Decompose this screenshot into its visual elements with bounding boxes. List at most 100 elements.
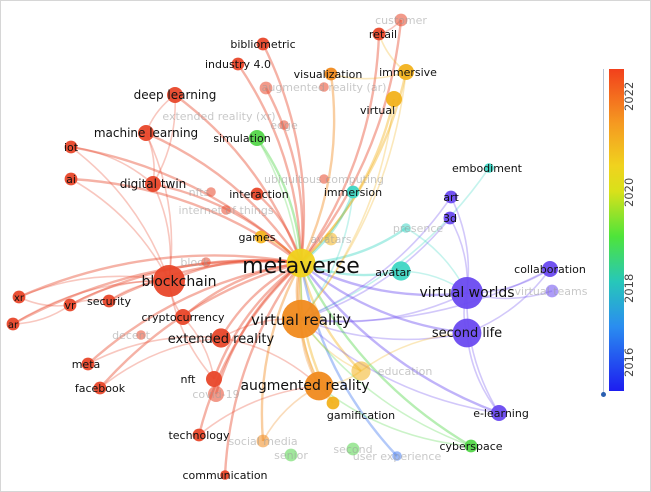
node-virtual-teams[interactable]	[545, 284, 559, 298]
label-covid-19[interactable]: covid-19	[192, 388, 239, 401]
label-3d[interactable]: 3d	[443, 212, 457, 225]
node-3d[interactable]	[443, 211, 457, 225]
legend-scroll-handle[interactable]	[601, 392, 606, 397]
label-extended-reality[interactable]: extended reality	[168, 332, 275, 347]
node-social-media[interactable]	[256, 434, 270, 448]
label-virtual-worlds[interactable]: virtual worlds	[419, 285, 514, 301]
node-nfts[interactable]	[206, 187, 216, 197]
node-iot[interactable]	[64, 140, 78, 154]
label-technology[interactable]: technology	[168, 429, 230, 442]
node-meta[interactable]	[81, 357, 95, 371]
label-ai[interactable]: ai	[66, 173, 76, 186]
node-communication[interactable]	[220, 470, 230, 480]
node-bibliometric[interactable]	[256, 37, 270, 51]
label-vr[interactable]: vr	[64, 299, 76, 312]
label-metaverse[interactable]: metaverse	[242, 254, 360, 279]
node-technology[interactable]	[192, 428, 206, 442]
label-digital-twin[interactable]: digital twin	[120, 177, 187, 191]
label-decentral[interactable]: decent	[112, 329, 151, 342]
label-ubiquitous-computing[interactable]: ubiquitous computing	[264, 173, 384, 186]
node-art[interactable]	[444, 190, 458, 204]
label-augmented-reality[interactable]: augmented reality	[240, 378, 369, 394]
label-blockchain[interactable]: blockchain	[141, 274, 216, 290]
label-virtual-teams[interactable]: virtual teams	[515, 285, 588, 298]
label-cyberspace[interactable]: cyberspace	[439, 440, 502, 453]
label-deep-learning[interactable]: deep learning	[134, 88, 217, 102]
label-virtual[interactable]: virtual	[360, 104, 395, 117]
node-covid-19[interactable]	[208, 386, 224, 402]
label-xr[interactable]: xr	[14, 293, 25, 304]
node-cryptocurrency[interactable]	[175, 309, 191, 325]
label-augmented-reality-ar[interactable]: augmented reality (ar)	[262, 81, 387, 94]
node-embodiment[interactable]	[484, 163, 494, 173]
node-education[interactable]	[351, 361, 371, 381]
node-e-learning[interactable]	[491, 405, 507, 421]
label-second-life[interactable]: second life	[432, 326, 502, 341]
label-e-learning[interactable]: e-learning	[473, 407, 529, 420]
label-facebook[interactable]: facebook	[75, 382, 126, 395]
node-visualization[interactable]	[324, 67, 338, 81]
label-cryptocurrency[interactable]: cryptocurrency	[141, 311, 225, 324]
node-extended-reality[interactable]	[211, 328, 231, 348]
node-decentral[interactable]	[136, 330, 146, 340]
node-interaction[interactable]	[250, 187, 264, 201]
label-ar[interactable]: ar	[8, 320, 19, 331]
node-presence[interactable]	[401, 223, 411, 233]
label-machine-learning[interactable]: machine learning	[94, 126, 198, 140]
label-nfts[interactable]: nfts	[189, 186, 210, 199]
node-avatars[interactable]	[324, 232, 338, 246]
node-senior[interactable]	[284, 448, 298, 462]
label-interaction[interactable]: interaction	[229, 188, 289, 201]
node-games[interactable]	[254, 230, 268, 244]
label-presence[interactable]: presence	[393, 222, 444, 235]
node-security[interactable]	[102, 294, 116, 308]
label-gamification[interactable]: gamification	[327, 409, 395, 422]
label-second[interactable]: second	[333, 443, 372, 456]
label-industry-40[interactable]: industry 4.0	[205, 58, 271, 71]
label-collaboration[interactable]: collaboration	[514, 263, 586, 276]
node-metaverse[interactable]	[286, 248, 316, 278]
node-collaboration[interactable]	[542, 261, 558, 277]
label-retail[interactable]: retail	[369, 28, 397, 41]
label-block[interactable]: block	[180, 256, 210, 269]
node-internet-of-things[interactable]	[221, 205, 231, 215]
node-ar[interactable]	[6, 317, 20, 331]
label-art[interactable]: art	[443, 191, 459, 204]
node-gamification[interactable]	[326, 396, 340, 410]
node-edge[interactable]	[279, 120, 289, 130]
node-machine-learning[interactable]	[138, 125, 154, 141]
node-avatar[interactable]	[391, 261, 411, 281]
label-edge[interactable]: edge	[270, 119, 298, 132]
label-games[interactable]: games	[239, 231, 276, 244]
node-augmented-reality-ar[interactable]	[319, 82, 329, 92]
node-retail[interactable]	[372, 27, 386, 41]
label-extended-reality-xr[interactable]: extended reality (xr)	[162, 110, 275, 123]
node-customer[interactable]	[394, 13, 408, 27]
label-communication[interactable]: communication	[182, 469, 267, 482]
label-visualization[interactable]: visualization	[294, 68, 363, 81]
node-block[interactable]	[201, 257, 211, 267]
node-facebook[interactable]	[93, 381, 107, 395]
node-immersive[interactable]	[398, 64, 414, 80]
label-education[interactable]: education	[378, 365, 433, 378]
node-user-experience[interactable]	[392, 451, 402, 461]
node-industry-40[interactable]	[231, 57, 245, 71]
label-security[interactable]: security	[87, 295, 131, 308]
node-augmented-reality[interactable]	[304, 371, 334, 401]
node-simulation[interactable]	[249, 130, 265, 146]
legend-scroll-track[interactable]	[603, 69, 604, 395]
label-senior[interactable]: senior	[274, 449, 308, 462]
node-deep-learning[interactable]	[167, 87, 183, 103]
label-avatar[interactable]: avatar	[375, 266, 411, 279]
node-extended-reality-xr[interactable]	[259, 81, 273, 95]
node-virtual-reality[interactable]	[281, 299, 321, 339]
node-cyberspace[interactable]	[464, 439, 478, 453]
node-xr[interactable]	[12, 290, 26, 304]
node-ai[interactable]	[64, 172, 78, 186]
label-iot[interactable]: iot	[64, 141, 79, 154]
label-immersive[interactable]: immersive	[379, 66, 437, 79]
label-nft[interactable]: nft	[181, 373, 197, 386]
node-blockchain[interactable]	[153, 265, 185, 297]
label-bibliometric[interactable]: bibliometric	[230, 38, 295, 51]
node-ubiquitous-computing[interactable]	[319, 174, 329, 184]
